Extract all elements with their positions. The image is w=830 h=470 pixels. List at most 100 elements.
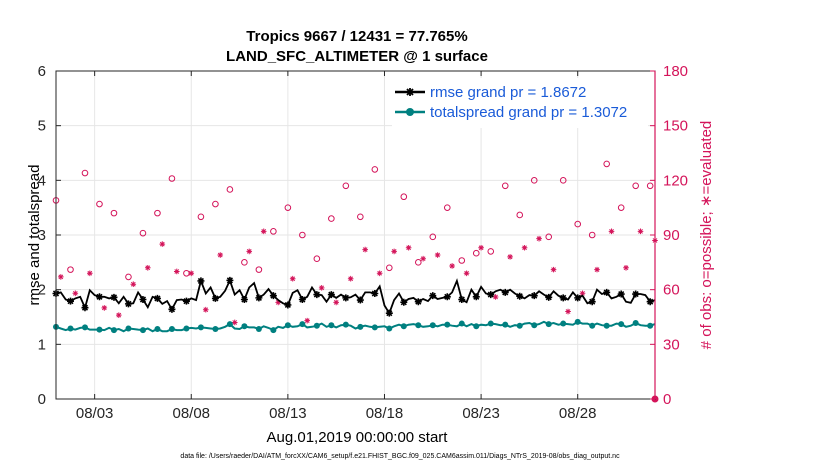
obs-evaluated-point [405, 244, 412, 251]
obs-possible-point [443, 204, 451, 211]
totalspread-point [415, 322, 422, 329]
obs-possible-point [313, 255, 321, 262]
totalspread-point [371, 324, 378, 331]
totalspread-point [241, 323, 248, 330]
obs-possible-point [299, 231, 306, 239]
y-tick-label-right: 180 [663, 63, 688, 80]
obs-evaluated-point [275, 299, 282, 306]
obs-possible-point [632, 182, 639, 190]
rmse-point [501, 288, 509, 296]
rmse-point [414, 298, 422, 306]
obs-evaluated-point [115, 312, 122, 318]
totalspread-point [67, 325, 74, 332]
obs-possible-point [574, 220, 582, 228]
rmse-point [95, 293, 103, 301]
rmse-point [603, 288, 611, 296]
obs-evaluated-point [579, 290, 586, 297]
obs-evaluated-point [463, 270, 470, 277]
obs-possible-point [125, 273, 132, 281]
obs-possible-point [255, 266, 263, 273]
totalspread-point [603, 322, 610, 329]
totalspread-point [357, 323, 364, 330]
obs-evaluated-point [159, 241, 166, 247]
totalspread-point [618, 321, 625, 328]
totalspread-point [270, 327, 277, 334]
rmse-point [313, 291, 321, 299]
rmse-point [385, 309, 393, 317]
obs-evaluated-point [637, 228, 644, 235]
totalspread-point [110, 327, 117, 334]
rmse-point [516, 292, 524, 300]
totalspread-point [328, 322, 335, 329]
rmse-point [255, 294, 263, 302]
totalspread-point [197, 324, 204, 331]
rmse-point [487, 291, 495, 299]
totalspread-point [386, 325, 393, 332]
obs-possible-point [646, 182, 654, 190]
totalspread-point [574, 318, 581, 325]
obs-evaluated-point [623, 265, 629, 271]
x-tick-label: 08/23 [462, 405, 500, 422]
totalspread-point [96, 326, 103, 333]
totalspread-point [168, 326, 175, 333]
obs-evaluated-point [144, 265, 151, 271]
obs-evaluated-point [391, 248, 397, 255]
y-tick-label-right: 90 [663, 227, 680, 244]
y-tick-label-left: 5 [38, 118, 46, 135]
obs-evaluated-point [362, 246, 368, 253]
chart-title: Tropics 9667 / 12431 = 77.765% [246, 28, 467, 45]
rmse-point [66, 297, 74, 305]
obs-possible-point [371, 166, 379, 173]
rmse-point [559, 294, 567, 302]
rmse-point [327, 291, 335, 299]
obs-evaluated-point [492, 294, 499, 300]
totalspread-point [444, 321, 451, 328]
rmse-point [197, 277, 205, 285]
obs-possible-point [429, 233, 437, 241]
obs-evaluated-point [58, 274, 64, 280]
obs-possible-point [284, 204, 292, 211]
obs-possible-point [270, 228, 277, 235]
rmse-point [472, 293, 480, 301]
y-tick-label-left: 3 [38, 227, 46, 244]
rmse-point [458, 296, 466, 304]
obs-possible-point [357, 213, 364, 221]
rmse-point [342, 294, 350, 302]
rmse-point [81, 304, 89, 312]
rmse-point [545, 293, 553, 301]
y-axis-label-left: rmse and totalspread [26, 165, 43, 306]
totalspread-point [487, 320, 494, 327]
totalspread-point [81, 324, 88, 331]
rmse-point [646, 298, 654, 306]
series-totalspread [53, 318, 656, 334]
totalspread-point [299, 321, 306, 328]
legend-marker-totalspread [406, 108, 414, 116]
totalspread-point [545, 321, 552, 328]
obs-evaluated-point [434, 252, 441, 258]
obs-possible-point [67, 266, 74, 273]
rmse-point [153, 294, 161, 302]
obs-possible-point [96, 200, 103, 208]
obs-evaluated-point [173, 268, 180, 275]
rmse-point [284, 301, 292, 309]
totalspread-point [342, 321, 349, 328]
x-tick-label: 08/08 [172, 405, 210, 422]
obs-possible-point [603, 160, 610, 168]
x-tick-label: 08/13 [269, 405, 307, 422]
rmse-point [110, 293, 118, 301]
obs-evaluated-point [188, 270, 195, 277]
obs-possible-point [386, 264, 393, 272]
totalspread-point [400, 323, 407, 330]
obs-evaluated-point [521, 244, 528, 251]
obs-evaluated-point [260, 228, 267, 235]
totalspread-point [284, 322, 291, 329]
rmse-point [632, 290, 640, 298]
totalspread-point [502, 321, 509, 328]
legend-label-rmse: rmse grand pr = 1.8672 [430, 84, 586, 101]
rmse-point [530, 292, 538, 300]
y-tick-label-left: 4 [38, 172, 46, 189]
obs-evaluated-point [202, 306, 209, 313]
y-tick-label-right: 150 [663, 118, 688, 135]
rmse-point [182, 297, 190, 305]
totalspread-point [473, 323, 480, 330]
